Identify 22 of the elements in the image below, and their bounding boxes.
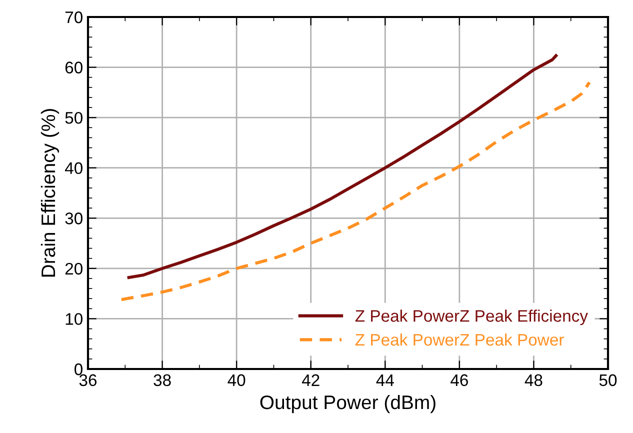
x-tick-label: 42	[302, 374, 320, 386]
line-series	[120, 80, 591, 302]
line-series	[127, 54, 558, 280]
y-tick-label: 60	[65, 62, 82, 74]
x-tick-label: 50	[599, 374, 617, 386]
x-tick-label: 40	[228, 374, 246, 386]
y-tick-label: 30	[65, 212, 82, 224]
x-tick-label: 44	[376, 374, 394, 386]
y-tick-label: 20	[65, 262, 82, 275]
y-tick-label: 50	[65, 112, 82, 124]
legend-label: Z Peak PowerZ Peak Efficiency	[355, 310, 588, 326]
x-tick-label: 38	[154, 374, 171, 386]
y-tick-label: 0	[74, 363, 82, 376]
x-tick-label: 46	[450, 374, 468, 386]
y-axis-title: Drain Efficiency (%)	[40, 109, 60, 277]
x-tick-label: 48	[524, 374, 542, 386]
y-tick-label: 40	[64, 162, 82, 174]
legend-label: Z Peak PowerZ Peak Power	[355, 333, 564, 346]
x-tick-label: 36	[79, 374, 97, 386]
y-tick-label: 70	[65, 11, 82, 24]
y-tick-label: 10	[66, 313, 82, 325]
x-axis-title: Output Power (dBm)	[260, 394, 436, 414]
